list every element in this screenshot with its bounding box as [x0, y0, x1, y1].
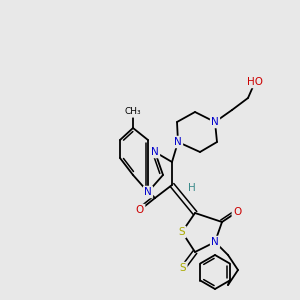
Text: CH₃: CH₃ — [125, 107, 141, 116]
Text: N: N — [211, 237, 219, 247]
Text: S: S — [180, 263, 186, 273]
Text: O: O — [233, 207, 241, 217]
Text: N: N — [174, 137, 182, 147]
Text: N: N — [211, 117, 219, 127]
Text: H: H — [188, 183, 196, 193]
Text: O: O — [136, 205, 144, 215]
Text: N: N — [144, 187, 152, 197]
Text: HO: HO — [247, 77, 263, 87]
Text: N: N — [151, 147, 159, 157]
Text: S: S — [179, 227, 185, 237]
